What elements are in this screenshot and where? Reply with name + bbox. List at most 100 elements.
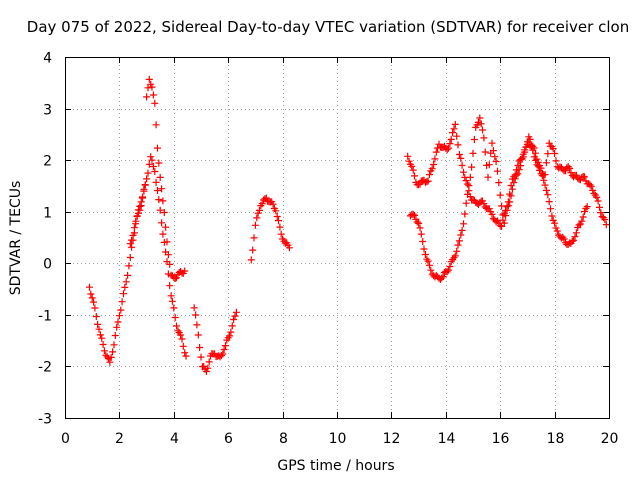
data-point — [485, 205, 493, 213]
data-point — [581, 208, 588, 215]
data-point — [455, 151, 463, 158]
data-point — [124, 271, 132, 279]
y-tick-label: -3 — [38, 412, 52, 428]
data-point — [446, 263, 454, 270]
data-point — [581, 173, 588, 181]
data-point — [424, 177, 432, 185]
x-tick-label: 14 — [438, 431, 456, 447]
data-point — [508, 185, 516, 193]
data-point — [496, 191, 504, 199]
data-point — [513, 171, 520, 179]
data-point — [575, 221, 583, 229]
data-point — [158, 219, 166, 227]
data-point — [426, 261, 433, 269]
x-tick-label: 10 — [329, 431, 347, 447]
data-point — [533, 161, 541, 169]
data-point — [194, 331, 202, 339]
data-point — [251, 221, 259, 229]
data-point — [171, 275, 179, 282]
data-point — [601, 216, 609, 224]
data-point — [542, 186, 550, 194]
data-point — [553, 227, 561, 235]
data-point — [443, 146, 451, 154]
data-point — [193, 321, 201, 329]
data-point — [87, 290, 95, 298]
data-point — [106, 358, 114, 366]
data-point — [484, 173, 492, 181]
data-point — [408, 162, 416, 170]
data-point — [173, 274, 180, 282]
x-tick-label: 18 — [547, 431, 565, 447]
data-point — [458, 161, 466, 169]
data-point — [227, 328, 235, 336]
data-point — [217, 352, 225, 359]
series-track-2 — [126, 153, 190, 360]
data-point — [526, 135, 534, 143]
data-point — [536, 166, 544, 174]
data-point — [552, 224, 560, 232]
data-point — [118, 298, 126, 306]
series-track-3 — [190, 304, 240, 375]
data-point — [137, 202, 145, 210]
data-point — [500, 219, 508, 227]
data-point — [134, 209, 142, 217]
data-point — [136, 206, 144, 214]
data-point — [226, 332, 234, 340]
data-point — [168, 297, 176, 305]
data-point — [162, 223, 170, 231]
data-point — [451, 120, 459, 128]
data-point — [466, 173, 474, 181]
data-point — [126, 240, 134, 248]
data-point — [517, 162, 525, 170]
data-point — [219, 350, 227, 358]
data-point — [489, 147, 497, 155]
data-point — [572, 229, 580, 237]
data-point — [570, 236, 578, 244]
data-point — [140, 185, 148, 193]
data-point — [510, 179, 518, 187]
data-point — [496, 222, 504, 230]
data-point — [451, 252, 459, 260]
data-point — [409, 210, 417, 218]
data-point — [98, 334, 106, 342]
data-point — [149, 91, 157, 99]
x-tick-label: 6 — [224, 431, 233, 447]
grid — [65, 57, 609, 418]
data-point — [542, 159, 550, 167]
data-point — [228, 322, 236, 330]
data-point — [145, 160, 153, 168]
data-point — [154, 144, 161, 152]
data-point — [151, 168, 159, 175]
plot-frame — [65, 57, 610, 419]
data-point — [507, 192, 515, 200]
data-point — [428, 165, 436, 173]
data-point — [453, 247, 461, 255]
data-point — [151, 99, 159, 107]
data-point — [432, 148, 440, 156]
data-point — [438, 274, 446, 282]
y-tick-label: -2 — [38, 360, 52, 376]
data-point — [126, 254, 134, 261]
data-point — [404, 152, 412, 160]
data-point — [579, 213, 587, 221]
data-point — [457, 154, 465, 162]
data-point — [132, 217, 140, 225]
data-point — [578, 217, 586, 225]
data-point — [420, 245, 428, 253]
data-point — [258, 200, 266, 208]
data-point — [454, 241, 462, 249]
data-point — [461, 210, 469, 218]
data-point — [231, 312, 239, 320]
data-point — [532, 156, 540, 164]
data-point — [232, 308, 240, 316]
data-point — [596, 203, 603, 211]
y-tick-label: 3 — [43, 103, 52, 119]
data-point — [534, 162, 542, 170]
data-point — [446, 140, 454, 148]
data-point — [197, 353, 205, 361]
data-point — [424, 257, 432, 265]
data-point — [159, 230, 167, 238]
data-point — [455, 237, 463, 245]
data-point — [511, 175, 519, 183]
data-point — [504, 202, 512, 210]
